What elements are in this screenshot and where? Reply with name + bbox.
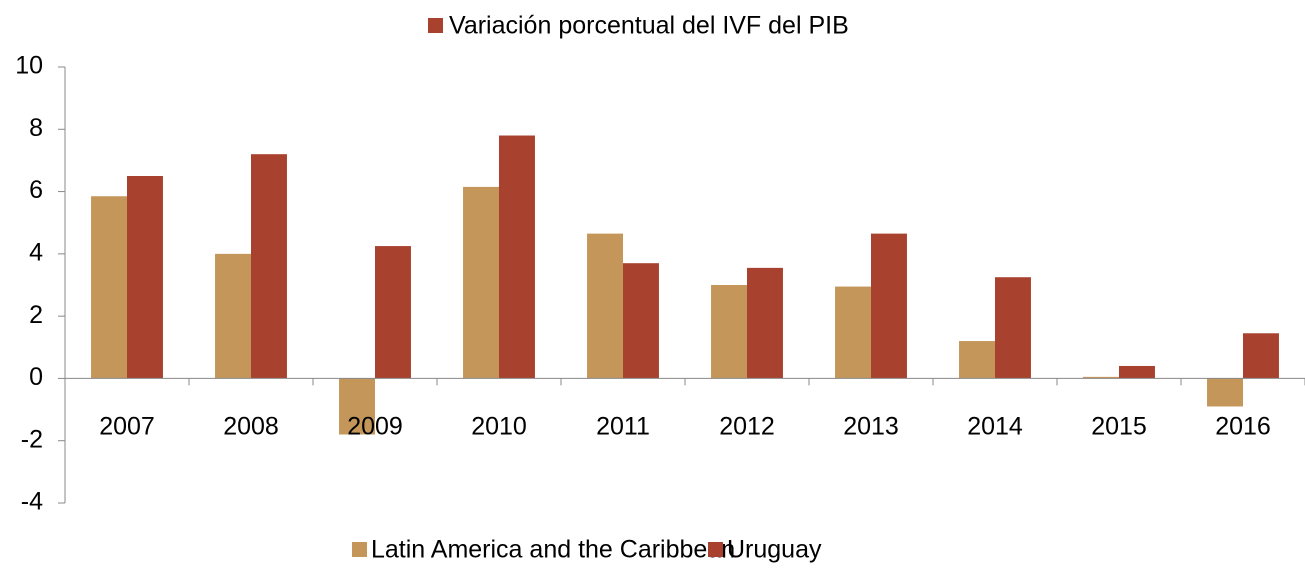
- bar: [463, 186, 499, 379]
- legend-swatch: [352, 542, 367, 557]
- y-tick-label: 2: [29, 301, 43, 329]
- y-tick-label: 4: [29, 238, 43, 266]
- y-tick-label: 6: [29, 176, 43, 204]
- legend-label: Latin America and the Caribbean: [371, 536, 735, 564]
- bar: [375, 246, 411, 379]
- bar: [91, 196, 127, 379]
- x-tick-label: 2015: [1091, 413, 1147, 441]
- bar: [623, 263, 659, 379]
- title-marker: [428, 18, 443, 33]
- bar: [1243, 333, 1279, 379]
- bar: [1207, 378, 1243, 407]
- chart-title: Variación porcentual del IVF del PIB: [449, 12, 849, 40]
- x-tick-label: 2012: [719, 413, 775, 441]
- legend-swatch: [708, 542, 723, 557]
- bar: [747, 267, 783, 379]
- bar: [995, 277, 1031, 379]
- bar: [587, 233, 623, 379]
- x-tick-label: 2013: [843, 413, 899, 441]
- bar: [871, 233, 907, 379]
- bar: [959, 341, 995, 379]
- y-tick-label: 10: [15, 52, 43, 80]
- bar: [711, 285, 747, 379]
- x-tick-label: 2016: [1215, 413, 1271, 441]
- x-tick-label: 2011: [596, 413, 650, 441]
- x-tick-label: 2014: [967, 413, 1023, 441]
- bar: [127, 176, 163, 379]
- bar: [835, 286, 871, 379]
- bar: [215, 253, 251, 379]
- bar: [499, 135, 535, 379]
- x-tick-label: 2009: [347, 413, 403, 441]
- y-tick-label: -4: [21, 488, 43, 516]
- y-tick-label: 8: [29, 114, 43, 142]
- x-tick-label: 2010: [471, 413, 527, 441]
- x-tick-label: 2008: [223, 413, 279, 441]
- y-tick-label: 0: [29, 363, 43, 391]
- bar: [1083, 376, 1119, 379]
- x-tick-label: 2007: [99, 413, 155, 441]
- legend-label: Uruguay: [727, 536, 822, 564]
- bar: [1119, 365, 1155, 379]
- bar: [339, 378, 375, 435]
- y-tick-label: -2: [21, 425, 43, 453]
- bar: [251, 154, 287, 379]
